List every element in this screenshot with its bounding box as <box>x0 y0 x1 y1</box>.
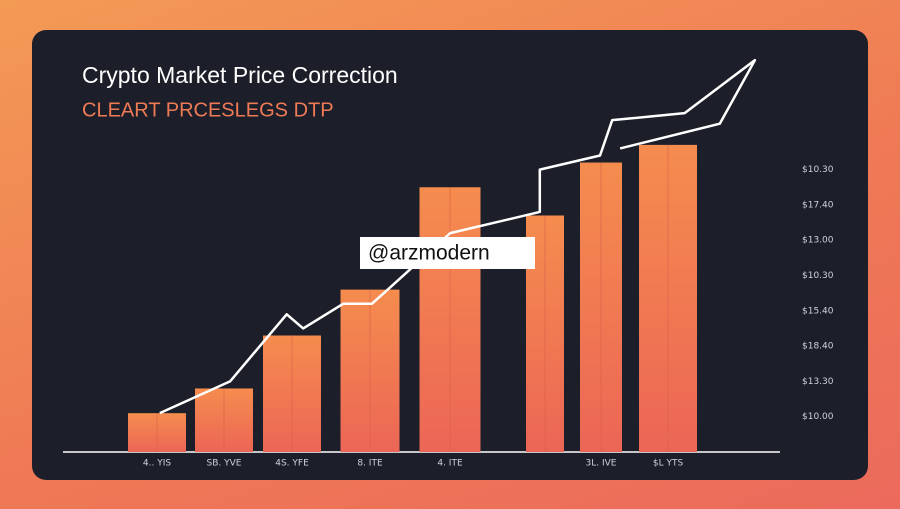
watermark: @arzmodern <box>368 242 490 265</box>
x-tick-label: 4.. YIS <box>143 459 171 469</box>
y-tick-label: $17.40 <box>802 200 834 210</box>
y-tick-label: $10.30 <box>802 271 834 281</box>
y-tick-label: $13.00 <box>802 236 834 246</box>
x-tick-label: $L YTS <box>653 459 684 469</box>
x-tick-label: 3L. IVE <box>586 459 617 469</box>
x-tick-label: 4S. YFE <box>275 459 309 469</box>
y-tick-label: $18.40 <box>802 342 834 352</box>
y-tick-label: $10.30 <box>802 165 834 175</box>
x-tick-label: 4. ITE <box>437 459 463 469</box>
chart-title: Crypto Market Price Correction <box>82 62 398 88</box>
x-tick-label: SB. YVE <box>207 459 242 469</box>
y-tick-label: $13.30 <box>802 377 834 387</box>
watermark-box <box>360 237 535 269</box>
x-tick-label: 8. ITE <box>357 459 383 469</box>
chart-subtitle: CLEART PRCESLEGS DTP <box>82 99 334 121</box>
plot: $10.00 $13.30 $18.40 $15.40 $10.30 $13.00 $17.… <box>128 58 834 469</box>
y-tick-label: $15.40 <box>802 306 834 316</box>
y-tick-label: $10.00 <box>802 412 834 422</box>
price-line <box>159 58 757 415</box>
